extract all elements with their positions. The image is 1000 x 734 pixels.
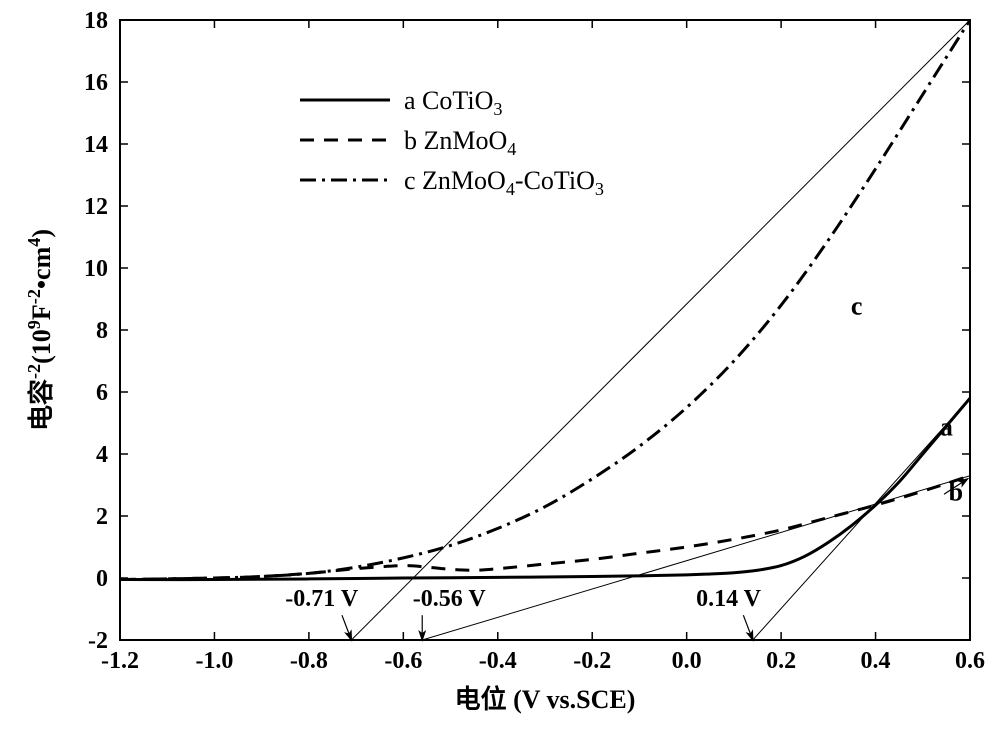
y-tick-label: 18 <box>84 8 108 34</box>
x-tick-label: 0.4 <box>861 648 891 674</box>
svg-text:电容-2(109F-2•cm4): 电容-2(109F-2•cm4) <box>24 229 56 431</box>
y-tick-label: 4 <box>96 442 108 468</box>
y-tick-label: 6 <box>96 380 108 406</box>
y-tick-label: 16 <box>84 70 108 96</box>
x-tick-label: -0.6 <box>384 648 422 674</box>
y-tick-label: 2 <box>96 504 108 530</box>
y-tick-label: 8 <box>96 318 108 344</box>
x-tick-label: 0.0 <box>672 648 702 674</box>
y-tick-label: 12 <box>84 194 108 220</box>
mott-schottky-chart: -1.2-1.0-0.8-0.6-0.4-0.20.00.20.40.6-202… <box>0 0 1000 734</box>
y-tick-label: 0 <box>96 566 108 592</box>
annotation-text: -0.71 V <box>285 586 359 612</box>
x-tick-label: 0.6 <box>955 648 985 674</box>
series-label-c: c <box>851 292 863 321</box>
y-axis-label: 电容-2(109F-2•cm4) <box>24 229 56 431</box>
x-tick-label: 0.2 <box>766 648 796 674</box>
chart-svg: -1.2-1.0-0.8-0.6-0.4-0.20.00.20.40.6-202… <box>0 0 1000 734</box>
x-tick-label: -1.0 <box>195 648 233 674</box>
annotation-text: -0.56 V <box>413 586 487 612</box>
series-label-a: a <box>940 412 953 441</box>
y-tick-label: 10 <box>84 256 108 282</box>
x-tick-label: -0.2 <box>573 648 611 674</box>
annotation-text: 0.14 V <box>696 586 762 612</box>
y-tick-label: 14 <box>84 132 108 158</box>
legend-label: b ZnMoO4 <box>404 126 516 159</box>
x-tick-label: -0.8 <box>290 648 328 674</box>
legend-label: c ZnMoO4-CoTiO3 <box>404 166 604 199</box>
series-label-b: b <box>949 478 963 507</box>
x-axis-label: 电位 (V vs.SCE) <box>455 684 636 714</box>
y-tick-label: -2 <box>88 628 108 654</box>
legend-label: a CoTiO3 <box>404 86 502 119</box>
x-tick-label: -0.4 <box>479 648 517 674</box>
